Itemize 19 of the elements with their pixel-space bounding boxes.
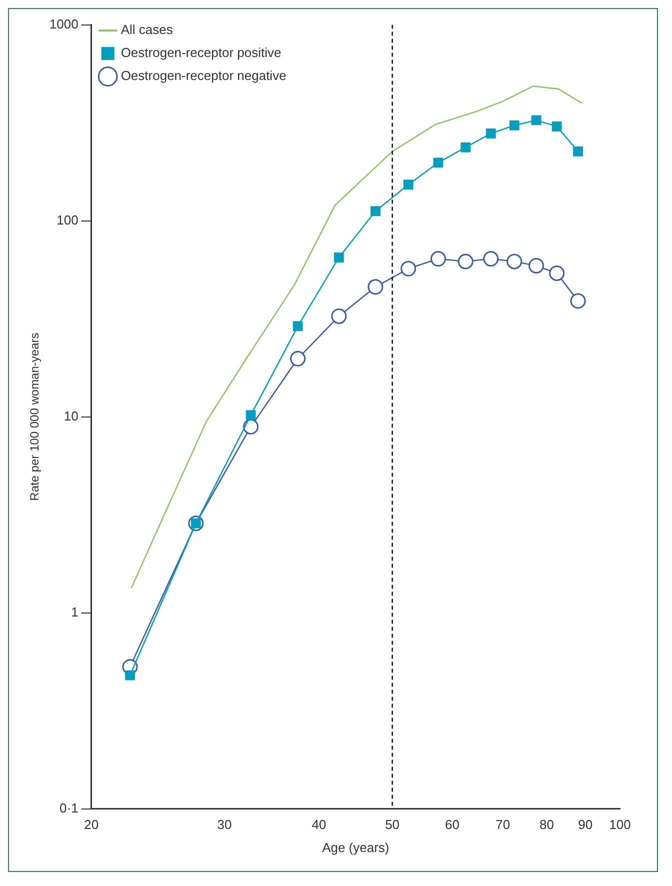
- x-tick-label: 60: [444, 817, 460, 832]
- x-tick-label: 40: [312, 817, 326, 832]
- x-tick-label: 80: [539, 817, 554, 832]
- legend-label: All cases: [120, 22, 174, 38]
- legend-label: Oestrogen-receptor negative: [120, 68, 286, 84]
- x-tick-label: 50: [385, 817, 400, 832]
- x-axis-title: Age (years): [322, 840, 390, 855]
- legend-label: Oestrogen-receptor positive: [120, 45, 282, 60]
- x-tick-label: 30: [217, 817, 232, 832]
- y-tick-label: 1000: [49, 16, 78, 32]
- x-tick-label: 70: [496, 817, 510, 832]
- x-tick-label: 100: [609, 817, 631, 832]
- x-tick-label: 20: [84, 817, 99, 832]
- y-tick-label: 1: [71, 604, 78, 620]
- y-tick-label: 10: [64, 408, 78, 424]
- y-tick-label: 0·1: [60, 800, 78, 816]
- y-axis-title: Rate per 100 000 woman-years: [28, 332, 42, 501]
- y-tick-label: 100: [56, 212, 78, 228]
- x-tick-label: 90: [578, 817, 593, 832]
